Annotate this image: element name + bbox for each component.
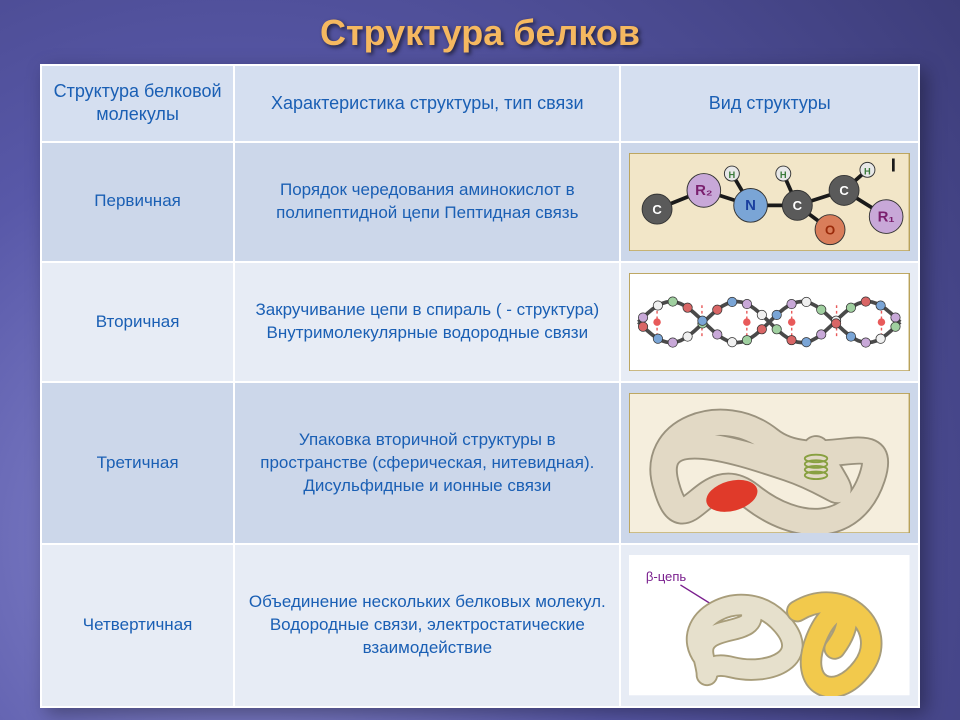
svg-text:O: O [825,222,835,237]
column-header-image: Вид структуры [620,65,919,142]
svg-text:R₁: R₁ [878,208,895,225]
structure-description: Закручивание цепи в спираль ( - структур… [234,262,620,382]
svg-text:H: H [780,170,787,180]
structure-diagram [620,382,919,544]
protein-structure-table: Структура белковой молекулы Характеристи… [40,64,920,708]
structure-diagram: I C R₂ H N H C O C H R₁ [620,142,919,262]
svg-text:C: C [840,183,850,198]
table-header-row: Структура белковой молекулы Характеристи… [41,65,919,142]
structure-description: Упаковка вторичной структуры в пространс… [234,382,620,544]
svg-text:H: H [865,166,872,176]
structure-description: Объединение нескольких белковых молекул.… [234,544,620,706]
svg-text:β-цепь: β-цепь [646,570,687,585]
column-header-description: Характеристика структуры, тип связи [234,65,620,142]
table-row: ПервичнаяПорядок чередования аминокислот… [41,142,919,262]
structure-name: Первичная [41,142,234,262]
table-row: ЧетвертичнаяОбъединение нескольких белко… [41,544,919,706]
table-row: ТретичнаяУпаковка вторичной структуры в … [41,382,919,544]
svg-text:N: N [746,197,757,214]
page-title: Структура белков [40,12,920,54]
slide: Структура белков Структура белковой моле… [0,0,960,720]
structure-name: Четвертичная [41,544,234,706]
table-row: ВторичнаяЗакручивание цепи в спираль ( -… [41,262,919,382]
svg-text:C: C [653,202,663,217]
svg-text:R₂: R₂ [696,182,713,199]
structure-description: Порядок чередования аминокислот в полипе… [234,142,620,262]
structure-diagram [620,262,919,382]
structure-diagram: β-цепь [620,544,919,706]
column-header-structure: Структура белковой молекулы [41,65,234,142]
structure-name: Третичная [41,382,234,544]
svg-text:C: C [793,198,803,213]
structure-name: Вторичная [41,262,234,382]
svg-text:I: I [891,154,896,175]
svg-text:H: H [729,170,736,180]
